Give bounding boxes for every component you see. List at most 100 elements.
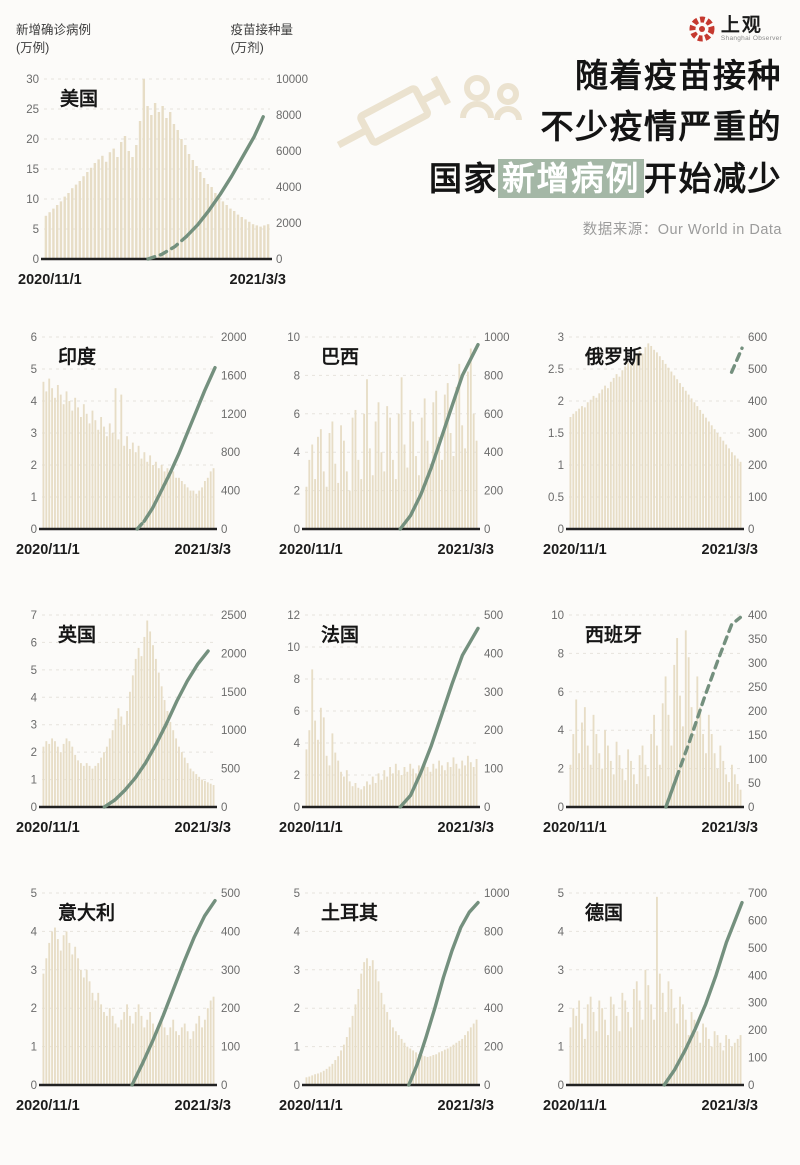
svg-text:0: 0 [557, 524, 563, 536]
svg-text:400: 400 [484, 447, 503, 459]
chart-canvas-italy: 5 4 3 2 1 0 500 400 300 200 100 0 意大利 2020/11/1 2021/3… [16, 888, 240, 1114]
svg-text:10: 10 [288, 642, 301, 654]
svg-text:2021/3/3: 2021/3/3 [701, 820, 757, 836]
headline-line3-prefix: 国家 [429, 159, 498, 197]
svg-text:4: 4 [31, 396, 38, 408]
chart-canvas-france: 12 10 8 6 4 2 0 500 400 300 200 100 0 法国 2020/11/1 2021… [279, 610, 503, 836]
svg-text:3: 3 [294, 965, 300, 977]
svg-text:8: 8 [557, 648, 563, 660]
svg-text:200: 200 [748, 460, 767, 472]
svg-text:0: 0 [748, 1080, 754, 1092]
svg-text:1: 1 [31, 1042, 37, 1054]
svg-text:2021/3/3: 2021/3/3 [438, 542, 494, 558]
svg-text:600: 600 [484, 409, 503, 421]
svg-text:2021/3/3: 2021/3/3 [175, 542, 231, 558]
chart-canvas-usa: 30 25 20 15 10 5 0 10000 8000 6000 4000 2000 0 美国 2020… [18, 74, 308, 288]
svg-text:200: 200 [748, 706, 767, 718]
svg-text:美国: 美国 [60, 87, 98, 110]
svg-text:8: 8 [294, 370, 300, 382]
svg-text:100: 100 [484, 764, 503, 776]
svg-text:5: 5 [294, 888, 300, 900]
svg-text:50: 50 [748, 778, 761, 790]
svg-text:1500: 1500 [221, 687, 247, 699]
svg-text:法国: 法国 [321, 623, 359, 646]
svg-text:2000: 2000 [276, 218, 302, 230]
left-axis-legend: 新增确诊病例 (万例) [16, 22, 91, 57]
svg-text:5: 5 [31, 364, 37, 376]
svg-text:0: 0 [484, 524, 490, 536]
headline-line2: 不少疫情严重的 [540, 108, 782, 146]
svg-text:400: 400 [221, 486, 240, 498]
svg-text:100: 100 [748, 492, 767, 504]
svg-text:2000: 2000 [221, 648, 247, 660]
chart-canvas-india: 6 5 4 3 2 1 0 2000 1600 1200 800 400 0 印度 2020/11/1 202… [16, 332, 247, 558]
svg-text:7: 7 [31, 610, 37, 622]
svg-text:300: 300 [748, 428, 767, 440]
syringe-watermark-icon [336, 75, 522, 149]
svg-text:2500: 2500 [221, 610, 247, 622]
svg-text:3: 3 [31, 965, 37, 977]
svg-text:2: 2 [294, 770, 300, 782]
svg-text:600: 600 [484, 965, 503, 977]
svg-text:6: 6 [31, 637, 37, 649]
headline-line3-suffix: 开始减少 [644, 159, 782, 197]
logo-subtext: Shanghai Observer [720, 34, 782, 42]
svg-text:400: 400 [221, 926, 240, 938]
svg-text:300: 300 [484, 687, 503, 699]
svg-text:300: 300 [748, 658, 767, 670]
svg-text:400: 400 [748, 610, 767, 622]
svg-text:1000: 1000 [484, 332, 510, 344]
svg-text:8000: 8000 [276, 110, 302, 122]
svg-text:俄罗斯: 俄罗斯 [584, 345, 642, 368]
svg-text:6: 6 [31, 332, 37, 344]
charts-grid: 6 5 4 3 2 1 0 2000 1600 1200 800 400 0 印度 2020/11/1 202… [0, 293, 800, 1119]
svg-text:4: 4 [557, 725, 564, 737]
svg-text:6: 6 [294, 409, 300, 421]
svg-text:350: 350 [748, 634, 767, 646]
svg-text:0: 0 [221, 524, 227, 536]
svg-text:3: 3 [31, 720, 37, 732]
svg-text:2020/11/1: 2020/11/1 [543, 1098, 607, 1114]
svg-text:2021/3/3: 2021/3/3 [701, 542, 757, 558]
svg-text:100: 100 [748, 1053, 767, 1065]
svg-text:0: 0 [748, 802, 754, 814]
svg-text:0: 0 [31, 1080, 37, 1092]
svg-text:2020/11/1: 2020/11/1 [18, 272, 82, 288]
svg-text:2020/11/1: 2020/11/1 [16, 542, 80, 558]
svg-text:0: 0 [31, 802, 37, 814]
svg-text:2020/11/1: 2020/11/1 [16, 820, 80, 836]
svg-text:2021/3/3: 2021/3/3 [438, 1098, 494, 1114]
svg-text:500: 500 [748, 943, 767, 955]
svg-text:3: 3 [31, 428, 37, 440]
svg-text:0: 0 [557, 802, 563, 814]
headline-line3: 国家 新增病例 开始减少 [319, 153, 782, 204]
svg-text:500: 500 [484, 610, 503, 622]
svg-text:500: 500 [748, 364, 767, 376]
svg-text:300: 300 [748, 998, 767, 1010]
svg-text:2: 2 [31, 1003, 37, 1015]
svg-text:0: 0 [221, 1080, 227, 1092]
logo-rosette-icon [689, 16, 715, 42]
chart-canvas-uk: 7 6 5 4 3 2 1 0 2500 2000 1500 1000 500 0 英国 2020/11/1 2… [16, 610, 247, 836]
svg-text:2: 2 [557, 764, 563, 776]
svg-text:4: 4 [294, 447, 301, 459]
svg-text:2021/3/3: 2021/3/3 [438, 820, 494, 836]
svg-text:2.5: 2.5 [548, 364, 564, 376]
svg-text:10: 10 [26, 194, 39, 206]
left-axis-title: 新增确诊病例 [16, 23, 92, 37]
headline-line1: 随着疫苗接种 [575, 57, 782, 94]
svg-text:0.5: 0.5 [548, 492, 564, 504]
svg-text:1000: 1000 [484, 888, 510, 900]
svg-text:400: 400 [484, 1003, 503, 1015]
svg-text:150: 150 [748, 730, 767, 742]
svg-text:4: 4 [31, 926, 38, 938]
svg-text:1.5: 1.5 [548, 428, 564, 440]
chart-italy: 5 4 3 2 1 0 500 400 300 200 100 0 意大利 2020/11/1 2021/3… [12, 879, 261, 1119]
svg-text:100: 100 [748, 754, 767, 766]
data-source: 数据来源：Our World in Data [582, 222, 782, 239]
chart-brazil: 10 8 6 4 2 0 1000 800 600 400 200 0 巴西 2020/11/1 2021/… [275, 323, 524, 563]
chart-france: 12 10 8 6 4 2 0 500 400 300 200 100 0 法国 2020/11/1 2021… [275, 601, 524, 841]
svg-text:西班牙: 西班牙 [585, 623, 642, 646]
chart-canvas-turkey: 5 4 3 2 1 0 1000 800 600 400 200 0 土耳其 2020/11/1 2021/… [279, 888, 510, 1114]
chart-canvas-russia: 3 2.5 2 1.5 1 0.5 0 600 500 400 300 200 100 0 俄罗斯 2020/… [543, 332, 767, 558]
